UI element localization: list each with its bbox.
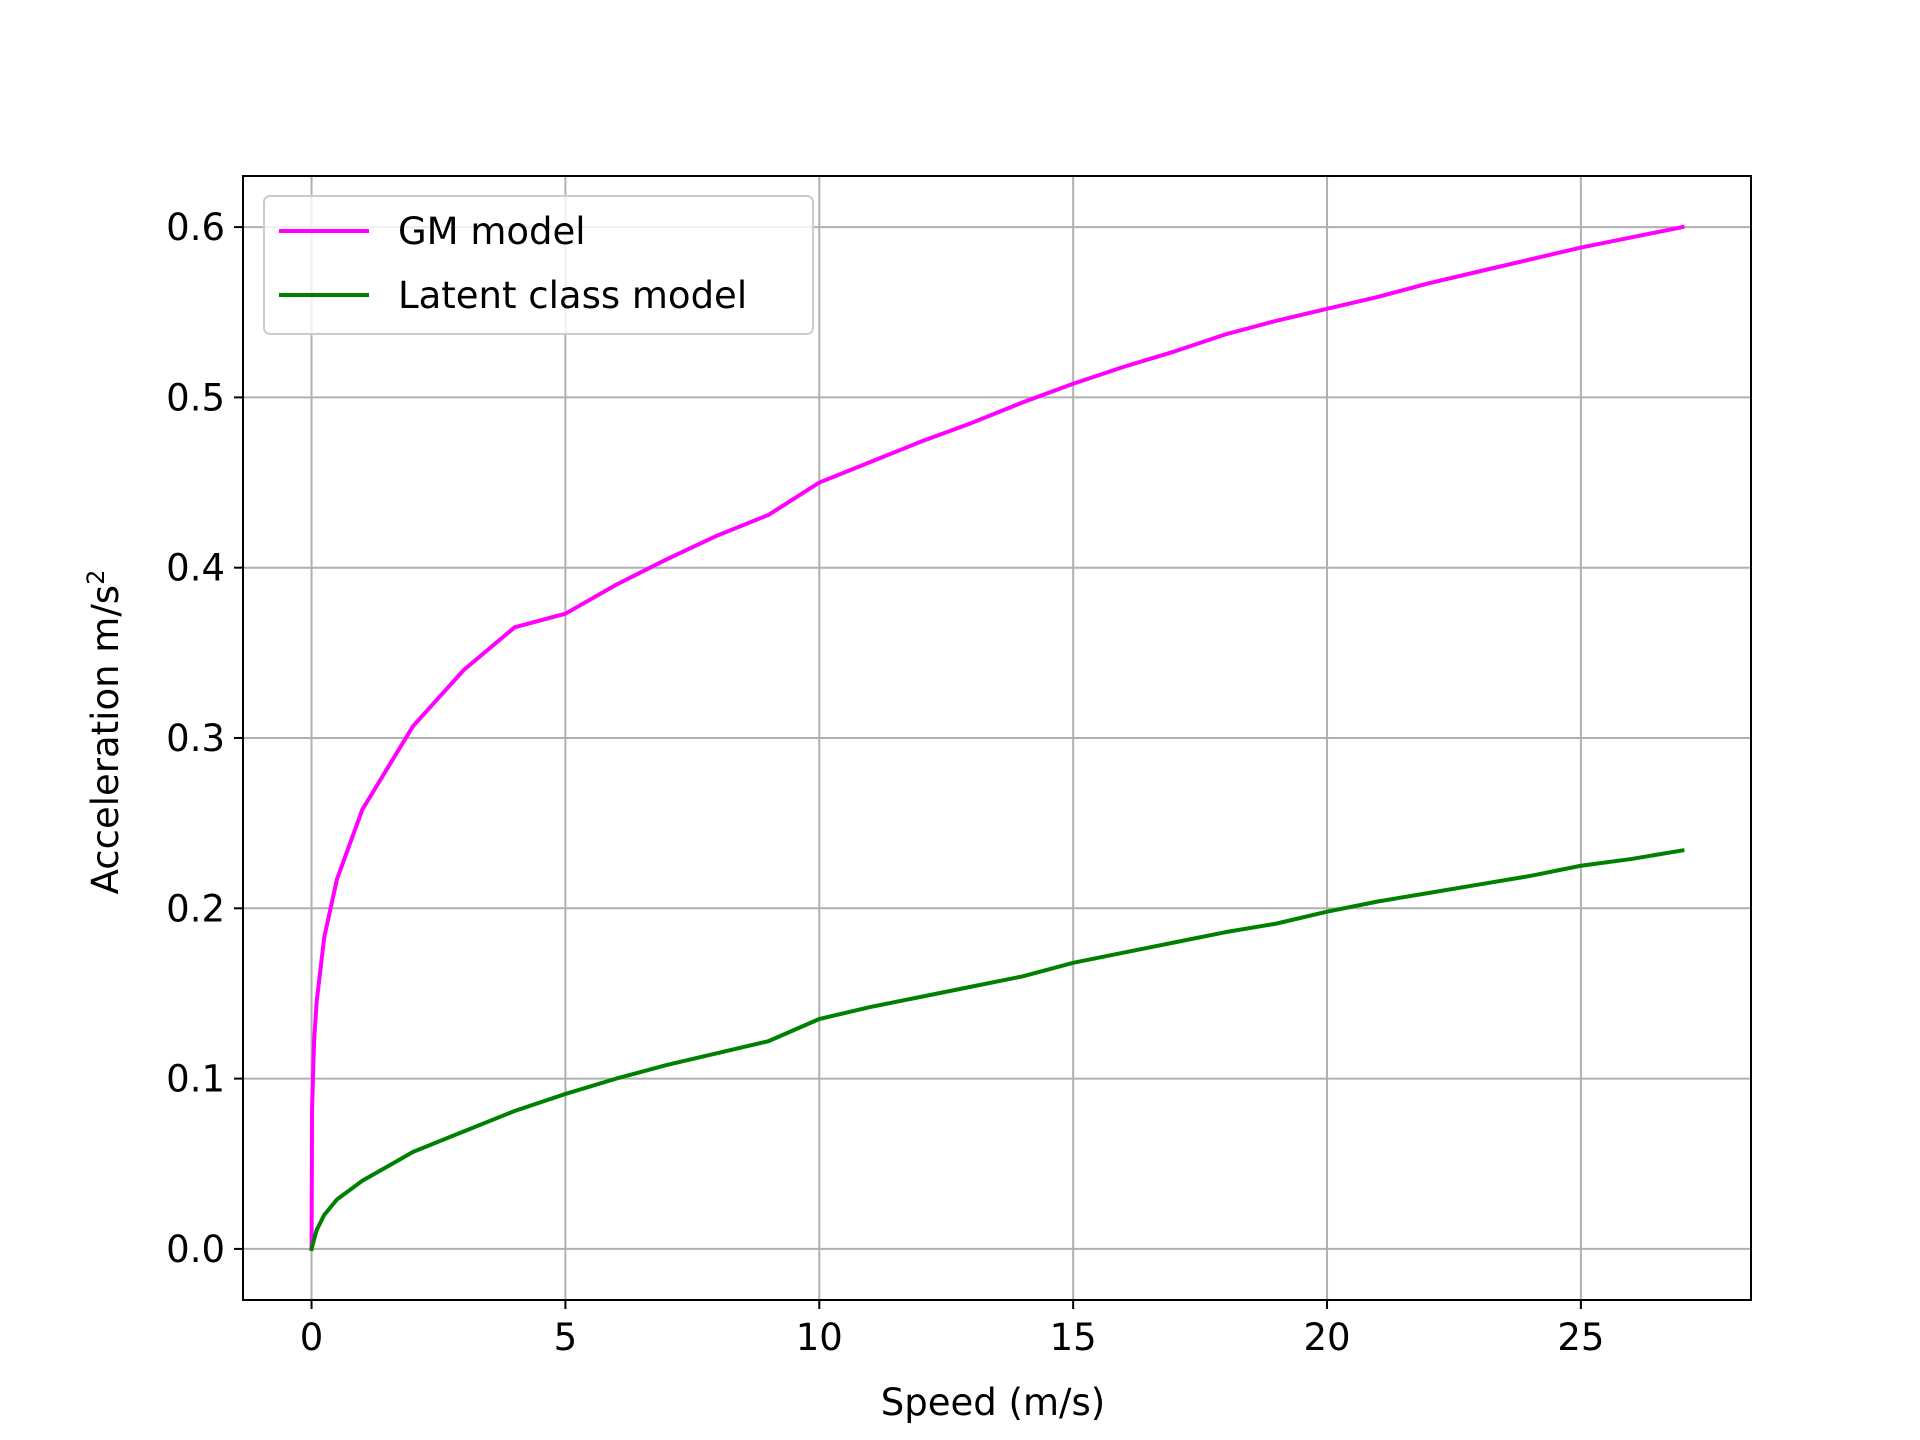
series-line-gm-model [309,224,1685,1251]
y-tick-label: 0.1 [166,1058,225,1101]
y-tick-label: 0.3 [166,717,225,760]
grid-lines [243,176,1751,1300]
series-lines [309,224,1685,1252]
y-axis-label: Acceleration m/s2 [82,570,127,895]
x-tick-label: 15 [1050,1316,1097,1359]
legend-label-gm-model: GM model [398,210,586,253]
x-tick-label: 10 [796,1316,843,1359]
y-tick-label: 0.4 [166,547,225,590]
y-tick-label: 0.2 [166,887,225,930]
legend: GM model Latent class model [263,195,814,335]
y-tick-label: 0.5 [166,376,225,419]
legend-label-latent-class-model: Latent class model [398,274,747,317]
x-tick-label: 5 [554,1316,578,1359]
x-tick-label: 20 [1303,1316,1350,1359]
y-tick-label: 0.0 [166,1228,225,1271]
x-tick-label: 0 [300,1316,324,1359]
y-axis-label-main: Acceleration m/s [84,585,127,894]
x-tick-label: 25 [1557,1316,1604,1359]
y-tick-label: 0.6 [166,206,225,249]
legend-box [263,195,814,335]
axis-ticks: 0 5 10 15 20 25 0.0 0.1 0.2 0.3 0.4 0.5 0.6 [166,206,1604,1359]
series-line-latent-class-model [309,848,1685,1252]
x-axis-label: Speed (m/s) [881,1381,1105,1424]
y-axis-label-superscript: 2 [82,570,110,585]
